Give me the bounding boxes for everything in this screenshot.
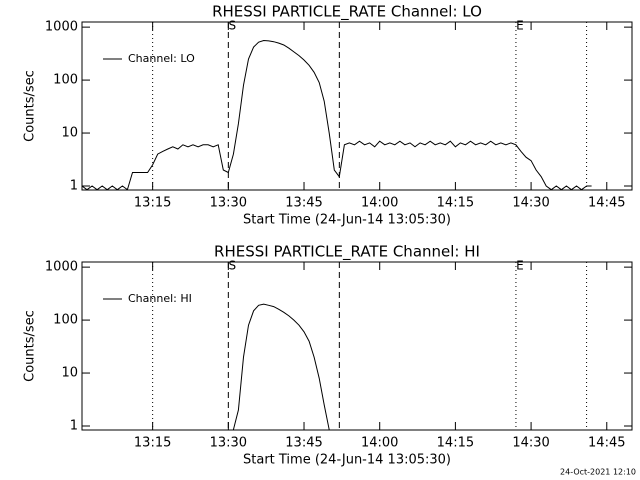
x-tick-label: 13:30 — [210, 196, 247, 211]
x-tick-label: 13:45 — [285, 436, 322, 451]
x-tick-label: 14:00 — [361, 196, 398, 211]
x-tick-label: 13:15 — [134, 436, 171, 451]
y-tick-label: 100 — [53, 313, 78, 328]
legend-label: Channel: LO — [128, 52, 195, 65]
x-tick-label: 13:30 — [210, 436, 247, 451]
chart-title: RHESSI PARTICLE_RATE Channel: LO — [212, 3, 482, 22]
x-tick-label: 13:45 — [285, 196, 322, 211]
data-line — [81, 39, 592, 191]
y-tick-label: 1 — [70, 418, 78, 433]
marker-label: S — [229, 19, 237, 33]
marker-label: E — [516, 19, 524, 33]
x-tick-label: 13:15 — [134, 196, 171, 211]
y-axis-title: Counts/sec — [23, 310, 38, 382]
y-tick-label: 1000 — [45, 260, 78, 275]
legend-label: Channel: HI — [128, 292, 192, 305]
x-axis-title: Start Time (24-Jun-14 13:05:30) — [243, 213, 451, 228]
x-tick-label: 14:45 — [588, 436, 625, 451]
y-tick-label: 10 — [61, 126, 78, 141]
y-tick-label: 10 — [61, 366, 78, 381]
x-tick-label: 14:15 — [437, 196, 474, 211]
plot-frame — [81, 21, 633, 191]
plot-frame — [81, 261, 633, 431]
x-tick-label: 14:30 — [512, 436, 549, 451]
y-tick-label: 1 — [70, 178, 78, 193]
x-tick-label: 14:15 — [437, 436, 474, 451]
x-tick-label: 14:30 — [512, 196, 549, 211]
marker-label: E — [516, 259, 524, 273]
chart-title: RHESSI PARTICLE_RATE Channel: HI — [214, 243, 480, 262]
data-line — [232, 303, 330, 430]
x-tick-label: 14:00 — [361, 436, 398, 451]
y-tick-label: 1000 — [45, 20, 78, 35]
footer: 24-Oct-2021 12:10 — [560, 468, 636, 477]
marker-label: S — [229, 259, 237, 273]
y-axis-title: Counts/sec — [23, 70, 38, 142]
x-tick-label: 14:45 — [588, 196, 625, 211]
x-axis-title: Start Time (24-Jun-14 13:05:30) — [243, 453, 451, 468]
y-tick-label: 100 — [53, 73, 78, 88]
